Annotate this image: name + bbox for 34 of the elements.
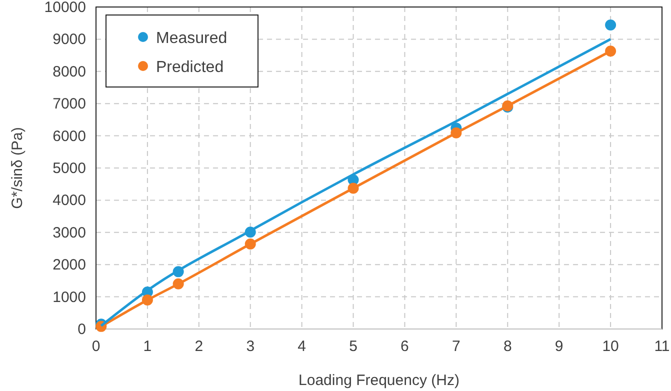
y-tick-label: 9000 <box>52 31 86 48</box>
x-tick-label: 11 <box>654 338 670 355</box>
y-tick-label: 1000 <box>52 288 86 306</box>
y-tick-label: 6000 <box>52 128 86 145</box>
legend-label: Measured <box>156 30 228 47</box>
y-tick-label: 5000 <box>52 160 86 177</box>
x-tick-label: 8 <box>503 338 512 355</box>
x-tick-label: 7 <box>452 338 460 355</box>
y-tick-label: 10000 <box>44 0 86 16</box>
y-tick-label: 3000 <box>52 224 86 242</box>
y-axis-title: G*/sinδ (Pa) <box>9 127 26 209</box>
point <box>172 278 184 290</box>
y-tick-label: 8000 <box>52 63 86 80</box>
x-tick-label: 10 <box>602 338 619 355</box>
y-tick-label: 4000 <box>52 192 86 210</box>
point <box>142 294 153 306</box>
point <box>348 182 359 194</box>
point <box>450 127 462 138</box>
x-tick-label: 0 <box>92 338 100 355</box>
x-tick-label: 9 <box>554 338 564 355</box>
x-axis-title: Loading Frequency (Hz) <box>298 372 460 389</box>
x-tick-label: 6 <box>400 338 409 355</box>
y-tick-label: 0 <box>78 321 86 338</box>
x-tick-label: 5 <box>349 338 358 355</box>
legend-label: Predicted <box>156 59 224 76</box>
y-tick-label: 7000 <box>52 96 86 113</box>
x-tick-label: 4 <box>298 338 306 355</box>
x-tick-label: 3 <box>246 338 255 355</box>
point <box>244 238 256 250</box>
point <box>605 20 616 31</box>
x-tick-label: 2 <box>194 338 204 355</box>
point <box>605 46 616 57</box>
x-tick-label: 1 <box>143 338 152 355</box>
y-tick-label: 2000 <box>52 256 86 274</box>
